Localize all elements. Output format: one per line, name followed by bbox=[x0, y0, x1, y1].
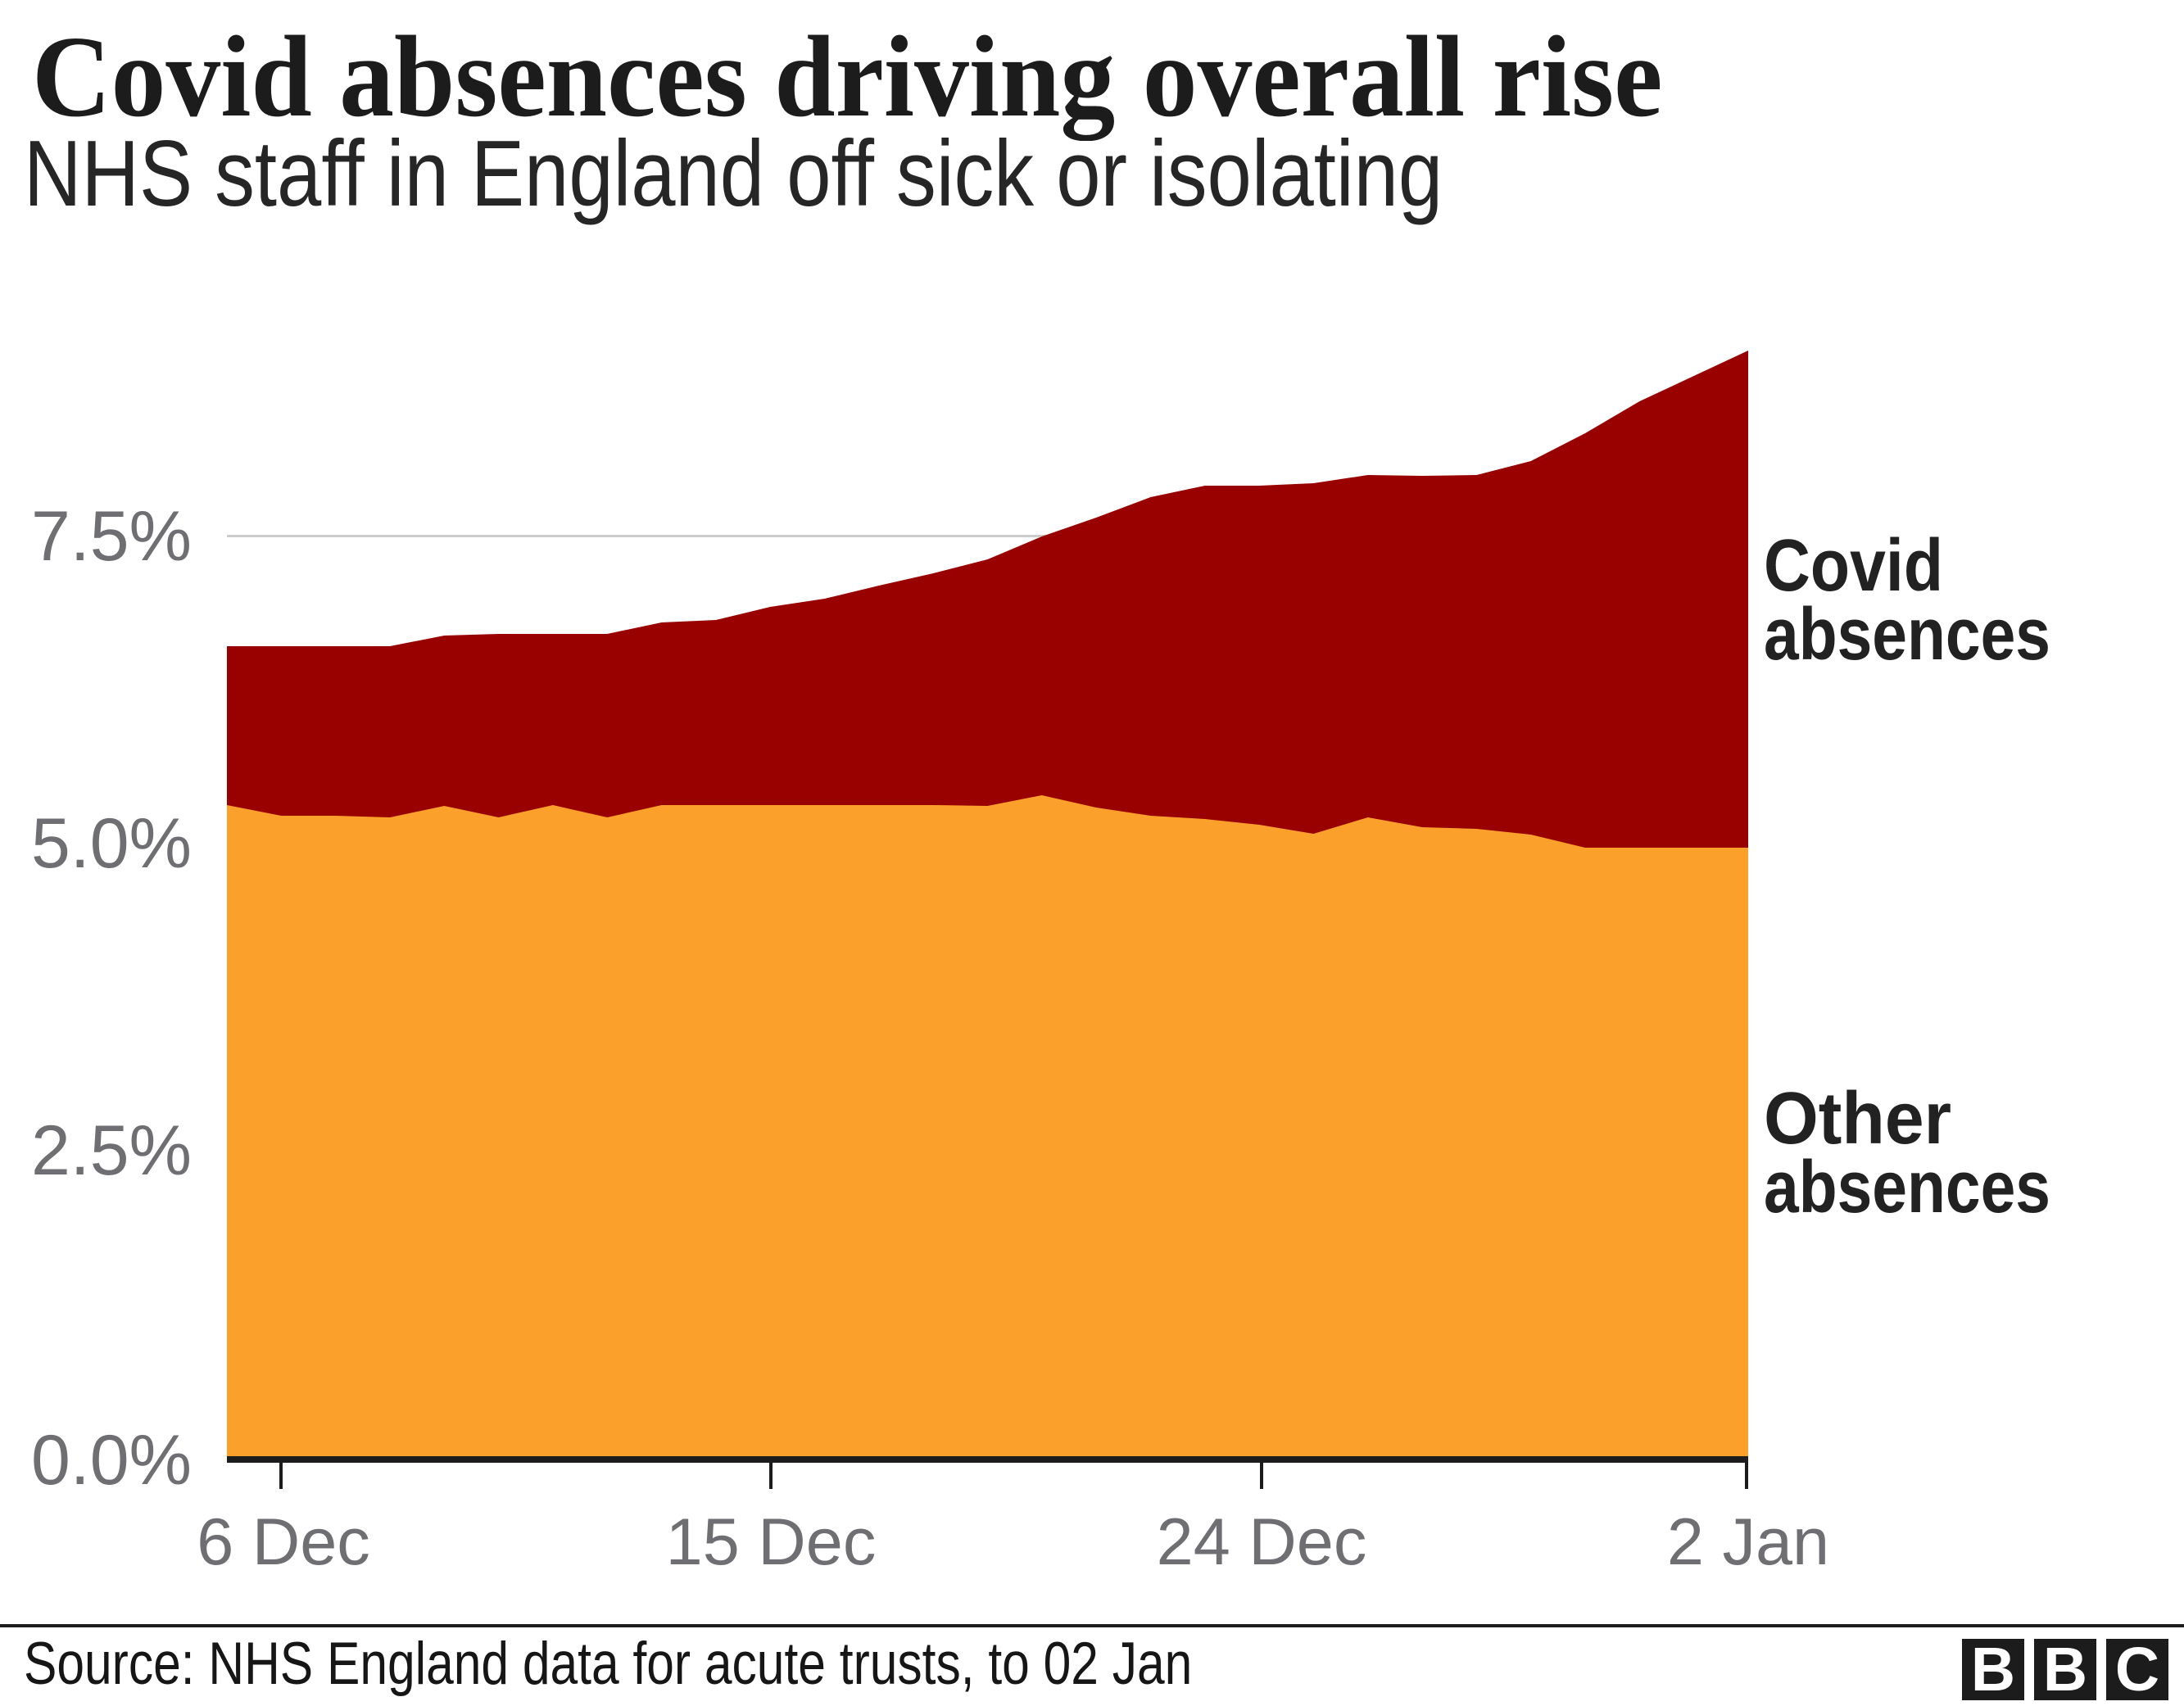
svg-text:Covid: Covid bbox=[1764, 525, 1943, 607]
svg-text:6 Dec: 6 Dec bbox=[197, 1505, 370, 1579]
svg-text:absences: absences bbox=[1764, 1147, 2050, 1229]
svg-text:15 Dec: 15 Dec bbox=[666, 1505, 877, 1579]
svg-text:0.0%: 0.0% bbox=[31, 1421, 192, 1500]
svg-text:2.5%: 2.5% bbox=[31, 1111, 192, 1190]
svg-text:Other: Other bbox=[1764, 1078, 1951, 1160]
svg-text:24 Dec: 24 Dec bbox=[1157, 1505, 1367, 1579]
svg-text:5.0%: 5.0% bbox=[31, 804, 192, 883]
svg-text:7.5%: 7.5% bbox=[31, 497, 192, 576]
svg-text:absences: absences bbox=[1764, 594, 2050, 676]
svg-text:2 Jan: 2 Jan bbox=[1667, 1505, 1829, 1579]
